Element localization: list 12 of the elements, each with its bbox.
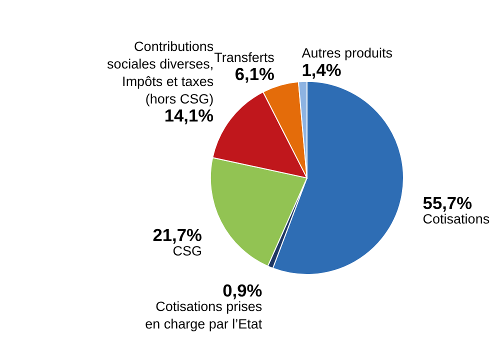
slice-label: Cotisations prises en charge par l’Etat [145,299,262,332]
slice-label: Autres produits [302,45,393,60]
data-label: 6,1% [234,64,274,84]
data-label: 14,1% [164,106,214,126]
slice-label: Contributions sociales diverses, Impôts et taxes (hors CSG) [107,39,214,106]
data-label: 0,9% [222,280,262,301]
data-label: 1,4% [302,60,342,80]
slice-label: CSG [172,243,202,258]
data-label: 55,7% [422,192,472,213]
slice-label: Cotisations [422,211,490,226]
data-label: 21,7% [152,224,202,245]
slice-label: Transferts [214,50,275,65]
